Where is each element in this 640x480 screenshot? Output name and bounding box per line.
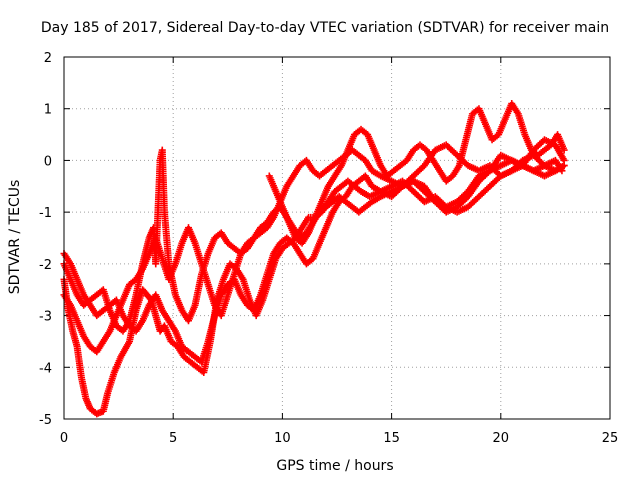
x-tick-label: 20 [493,431,510,446]
plot-frame [63,56,611,420]
x-axis-label: GPS time / hours [276,458,393,474]
y-tick-label: -1 [39,206,52,221]
y-axis-label: SDTVAR / TECUs [7,180,23,295]
grid-lines [64,57,610,419]
y-tick-label: -3 [39,310,52,325]
y-tick-label: -5 [39,413,52,428]
data-points [60,100,568,418]
axis-ticks: 0 5 10 15 20 25 -5 -4 -3 -2 -1 0 1 2 [39,51,618,446]
y-tick-label: 1 [44,103,52,118]
y-tick-label: -2 [39,258,52,273]
y-tick-label: 2 [44,51,52,66]
data-point [560,146,568,154]
chart-title: Day 185 of 2017, Sidereal Day-to-day VTE… [41,20,609,36]
x-tick-label: 10 [274,431,291,446]
x-tick-label: 5 [169,431,177,446]
x-tick-label: 15 [383,431,400,446]
y-tick-label: -4 [39,361,52,376]
x-tick-label: 25 [602,431,619,446]
trace-1 [60,156,566,418]
trace-4 [60,146,568,335]
trace-5 [265,100,568,247]
x-tick-label: 0 [60,431,68,446]
data-point [560,162,568,170]
y-tick-label: 0 [44,154,52,169]
